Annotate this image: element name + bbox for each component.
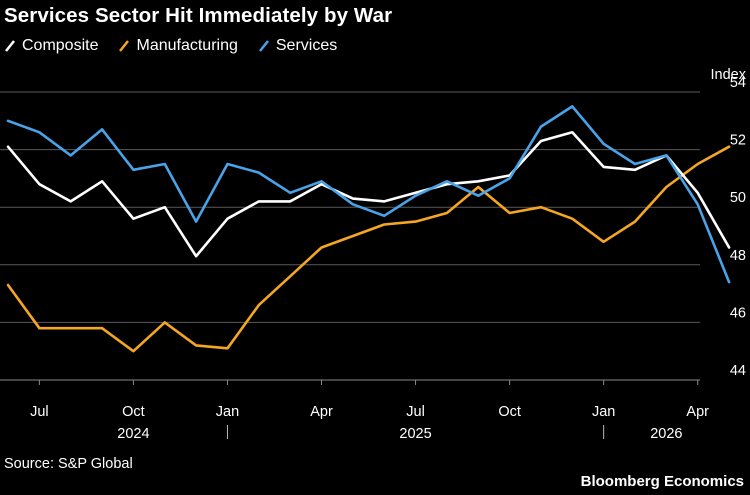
- x-tick-label-jan-19: Jan: [592, 404, 615, 420]
- x-year-label-2024: 2024: [117, 426, 149, 442]
- legend-label-manufacturing: Manufacturing: [136, 37, 238, 54]
- series-line-services: [6, 105, 731, 284]
- legend: Composite Manufacturing Services: [4, 37, 357, 55]
- brand-label: Bloomberg Economics: [580, 473, 744, 490]
- series-line-composite: [6, 131, 731, 258]
- x-tick-label-oct-16: Oct: [498, 404, 521, 420]
- y-tick-label-54: 54: [730, 75, 746, 91]
- legend-swatch-services: [258, 40, 269, 52]
- legend-item-composite: Composite: [4, 37, 98, 55]
- x-tick-label-apr-10: Apr: [310, 404, 333, 420]
- x-year-label-2025: 2025: [399, 426, 431, 442]
- x-tick-label-apr-22: Apr: [686, 404, 709, 420]
- x-tick-label-jul-13: Jul: [406, 404, 425, 420]
- y-tick-label-50: 50: [730, 190, 746, 206]
- legend-swatch-composite: [5, 40, 15, 52]
- y-axis-title: Index: [711, 67, 747, 83]
- legend-item-services: Services: [258, 37, 337, 55]
- legend-item-manufacturing: Manufacturing: [118, 37, 238, 55]
- legend-label-composite: Composite: [22, 37, 99, 54]
- source-note: Source: S&P Global: [4, 456, 133, 472]
- x-tick-label-jul-1: Jul: [30, 404, 49, 420]
- legend-label-services: Services: [275, 37, 338, 54]
- y-tick-label-46: 46: [730, 305, 746, 321]
- y-tick-label-52: 52: [730, 133, 746, 149]
- x-tick-label-oct-4: Oct: [122, 404, 145, 420]
- x-year-label-2026: 2026: [650, 426, 682, 442]
- y-tick-label-44: 44: [730, 363, 746, 379]
- x-tick-label-jan-7: Jan: [216, 404, 239, 420]
- chart-title: Services Sector Hit Immediately by War: [4, 4, 393, 27]
- legend-swatch-manufacturing: [119, 40, 130, 52]
- y-tick-label-48: 48: [730, 248, 746, 264]
- series-line-manufacturing: [6, 145, 731, 353]
